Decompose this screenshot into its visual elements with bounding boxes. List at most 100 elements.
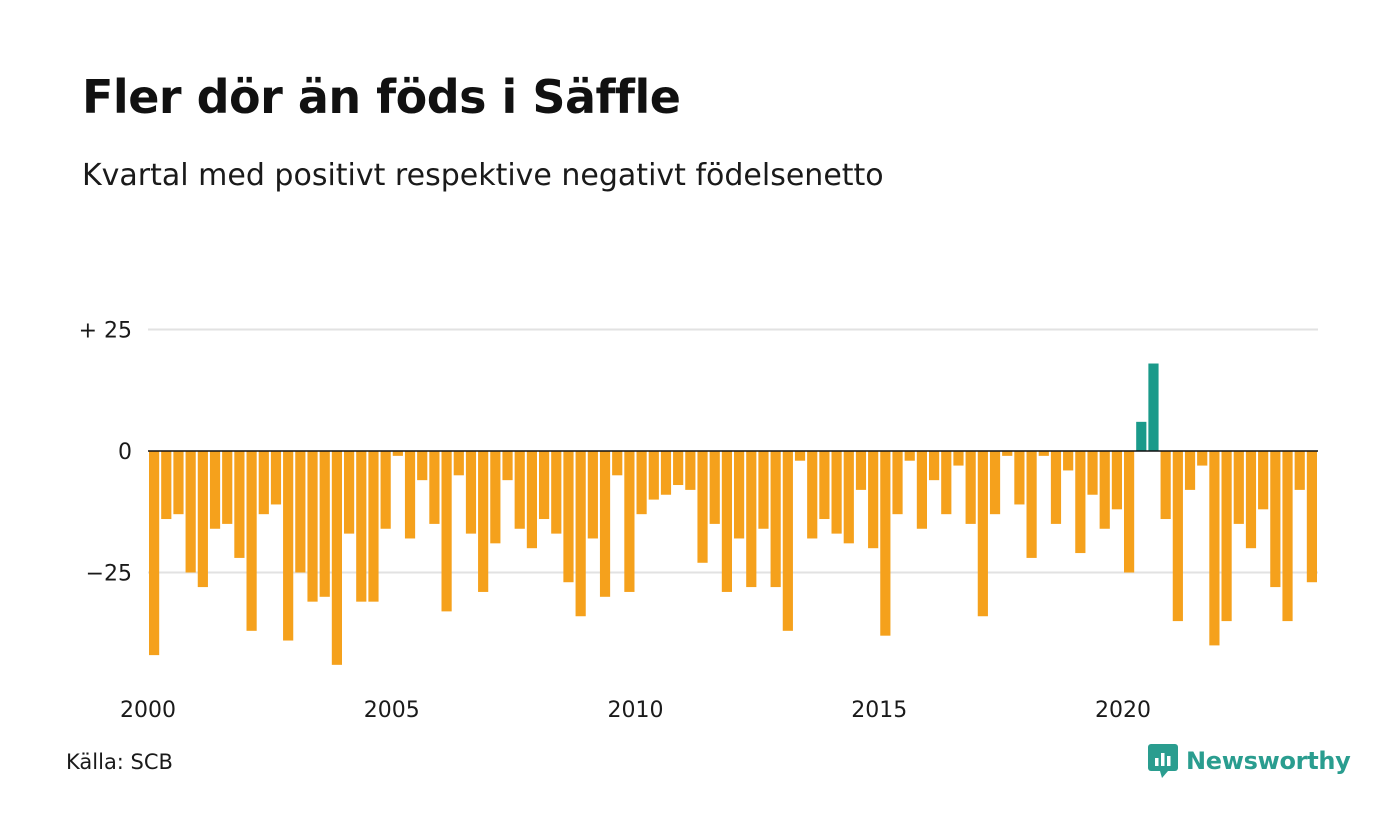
bar	[380, 451, 391, 529]
bar	[599, 451, 611, 597]
bar	[831, 451, 842, 534]
y-tick-label: −25	[86, 562, 132, 587]
bar	[953, 451, 964, 466]
bar	[575, 451, 586, 617]
brand-logo[interactable]: Newsworthy	[1148, 744, 1351, 778]
bar	[295, 451, 306, 573]
bar	[319, 451, 330, 597]
bar	[1184, 451, 1196, 490]
bar	[758, 451, 769, 529]
bar	[149, 451, 160, 656]
bar	[660, 451, 672, 495]
bar	[270, 451, 282, 505]
bar	[1172, 451, 1183, 622]
chart-title: Fler dör än föds i Säffle	[82, 70, 681, 124]
bar	[429, 451, 440, 524]
bar	[673, 451, 684, 486]
bar	[551, 451, 562, 534]
bar	[1026, 451, 1037, 558]
bar	[965, 451, 976, 524]
bar	[539, 451, 550, 520]
bar	[1245, 451, 1257, 549]
bar	[1136, 421, 1147, 451]
bar	[514, 451, 525, 529]
bar	[1160, 451, 1171, 520]
bar	[222, 451, 233, 524]
bar	[185, 451, 196, 573]
bar	[490, 451, 501, 544]
brand-name: Newsworthy	[1186, 747, 1351, 775]
bar	[989, 451, 1001, 515]
bar	[636, 451, 647, 515]
bar	[1111, 451, 1122, 510]
bar	[1270, 451, 1281, 588]
chart-subtitle: Kvartal med positivt respektive negativt…	[82, 158, 884, 193]
bar	[794, 451, 806, 461]
bar	[734, 451, 745, 539]
bar	[1282, 451, 1293, 622]
bar	[209, 451, 221, 529]
bar	[697, 451, 708, 563]
x-tick-label: 2010	[608, 698, 664, 723]
bar	[880, 451, 891, 636]
bar	[916, 451, 927, 529]
bar	[612, 451, 623, 476]
bar	[1258, 451, 1269, 510]
bar	[868, 451, 879, 549]
source-note: Källa: SCB	[66, 750, 173, 774]
bar	[770, 451, 781, 588]
bar	[453, 451, 464, 476]
x-tick-label: 2020	[1095, 698, 1151, 723]
x-tick-label: 2000	[120, 698, 176, 723]
bar	[1124, 451, 1135, 573]
bar	[234, 451, 245, 558]
bar	[624, 451, 635, 592]
bar	[392, 451, 403, 456]
bar	[368, 451, 379, 602]
bar	[648, 451, 659, 500]
bar	[246, 451, 257, 631]
bar	[1099, 451, 1110, 529]
bar	[173, 451, 184, 515]
gridlines	[148, 328, 1318, 574]
bar	[502, 451, 513, 481]
bar	[404, 451, 416, 539]
bar	[1050, 451, 1062, 524]
x-tick-label: 2005	[364, 698, 420, 723]
bar	[819, 451, 830, 520]
bar	[855, 451, 867, 490]
y-axis-ticks: + 25 0 −25	[79, 319, 132, 587]
bar	[843, 451, 854, 544]
bar	[1306, 451, 1317, 583]
bar	[344, 451, 355, 534]
x-axis-ticks: 2000 2005 2010 2015 2020	[120, 698, 1151, 723]
y-tick-label: + 25	[79, 319, 132, 344]
bar	[1209, 451, 1220, 646]
bar	[441, 451, 452, 612]
bar	[721, 451, 732, 592]
bar	[465, 451, 477, 534]
bar	[1075, 451, 1086, 554]
bar	[331, 451, 342, 665]
x-tick-label: 2015	[851, 698, 907, 723]
bar	[1087, 451, 1098, 495]
bar	[929, 451, 940, 481]
bar	[1002, 451, 1013, 456]
bar	[587, 451, 598, 539]
bar	[1294, 451, 1305, 490]
bar	[709, 451, 720, 524]
bar	[197, 451, 208, 588]
bar	[904, 451, 915, 461]
bar	[1221, 451, 1232, 622]
bar	[1197, 451, 1208, 466]
bar	[161, 451, 172, 520]
y-tick-label: 0	[118, 440, 132, 465]
bar	[782, 451, 793, 631]
bar	[526, 451, 537, 549]
bar	[283, 451, 294, 641]
bar	[1038, 451, 1049, 456]
bar	[1233, 451, 1244, 524]
bar	[941, 451, 952, 515]
bar	[417, 451, 428, 481]
